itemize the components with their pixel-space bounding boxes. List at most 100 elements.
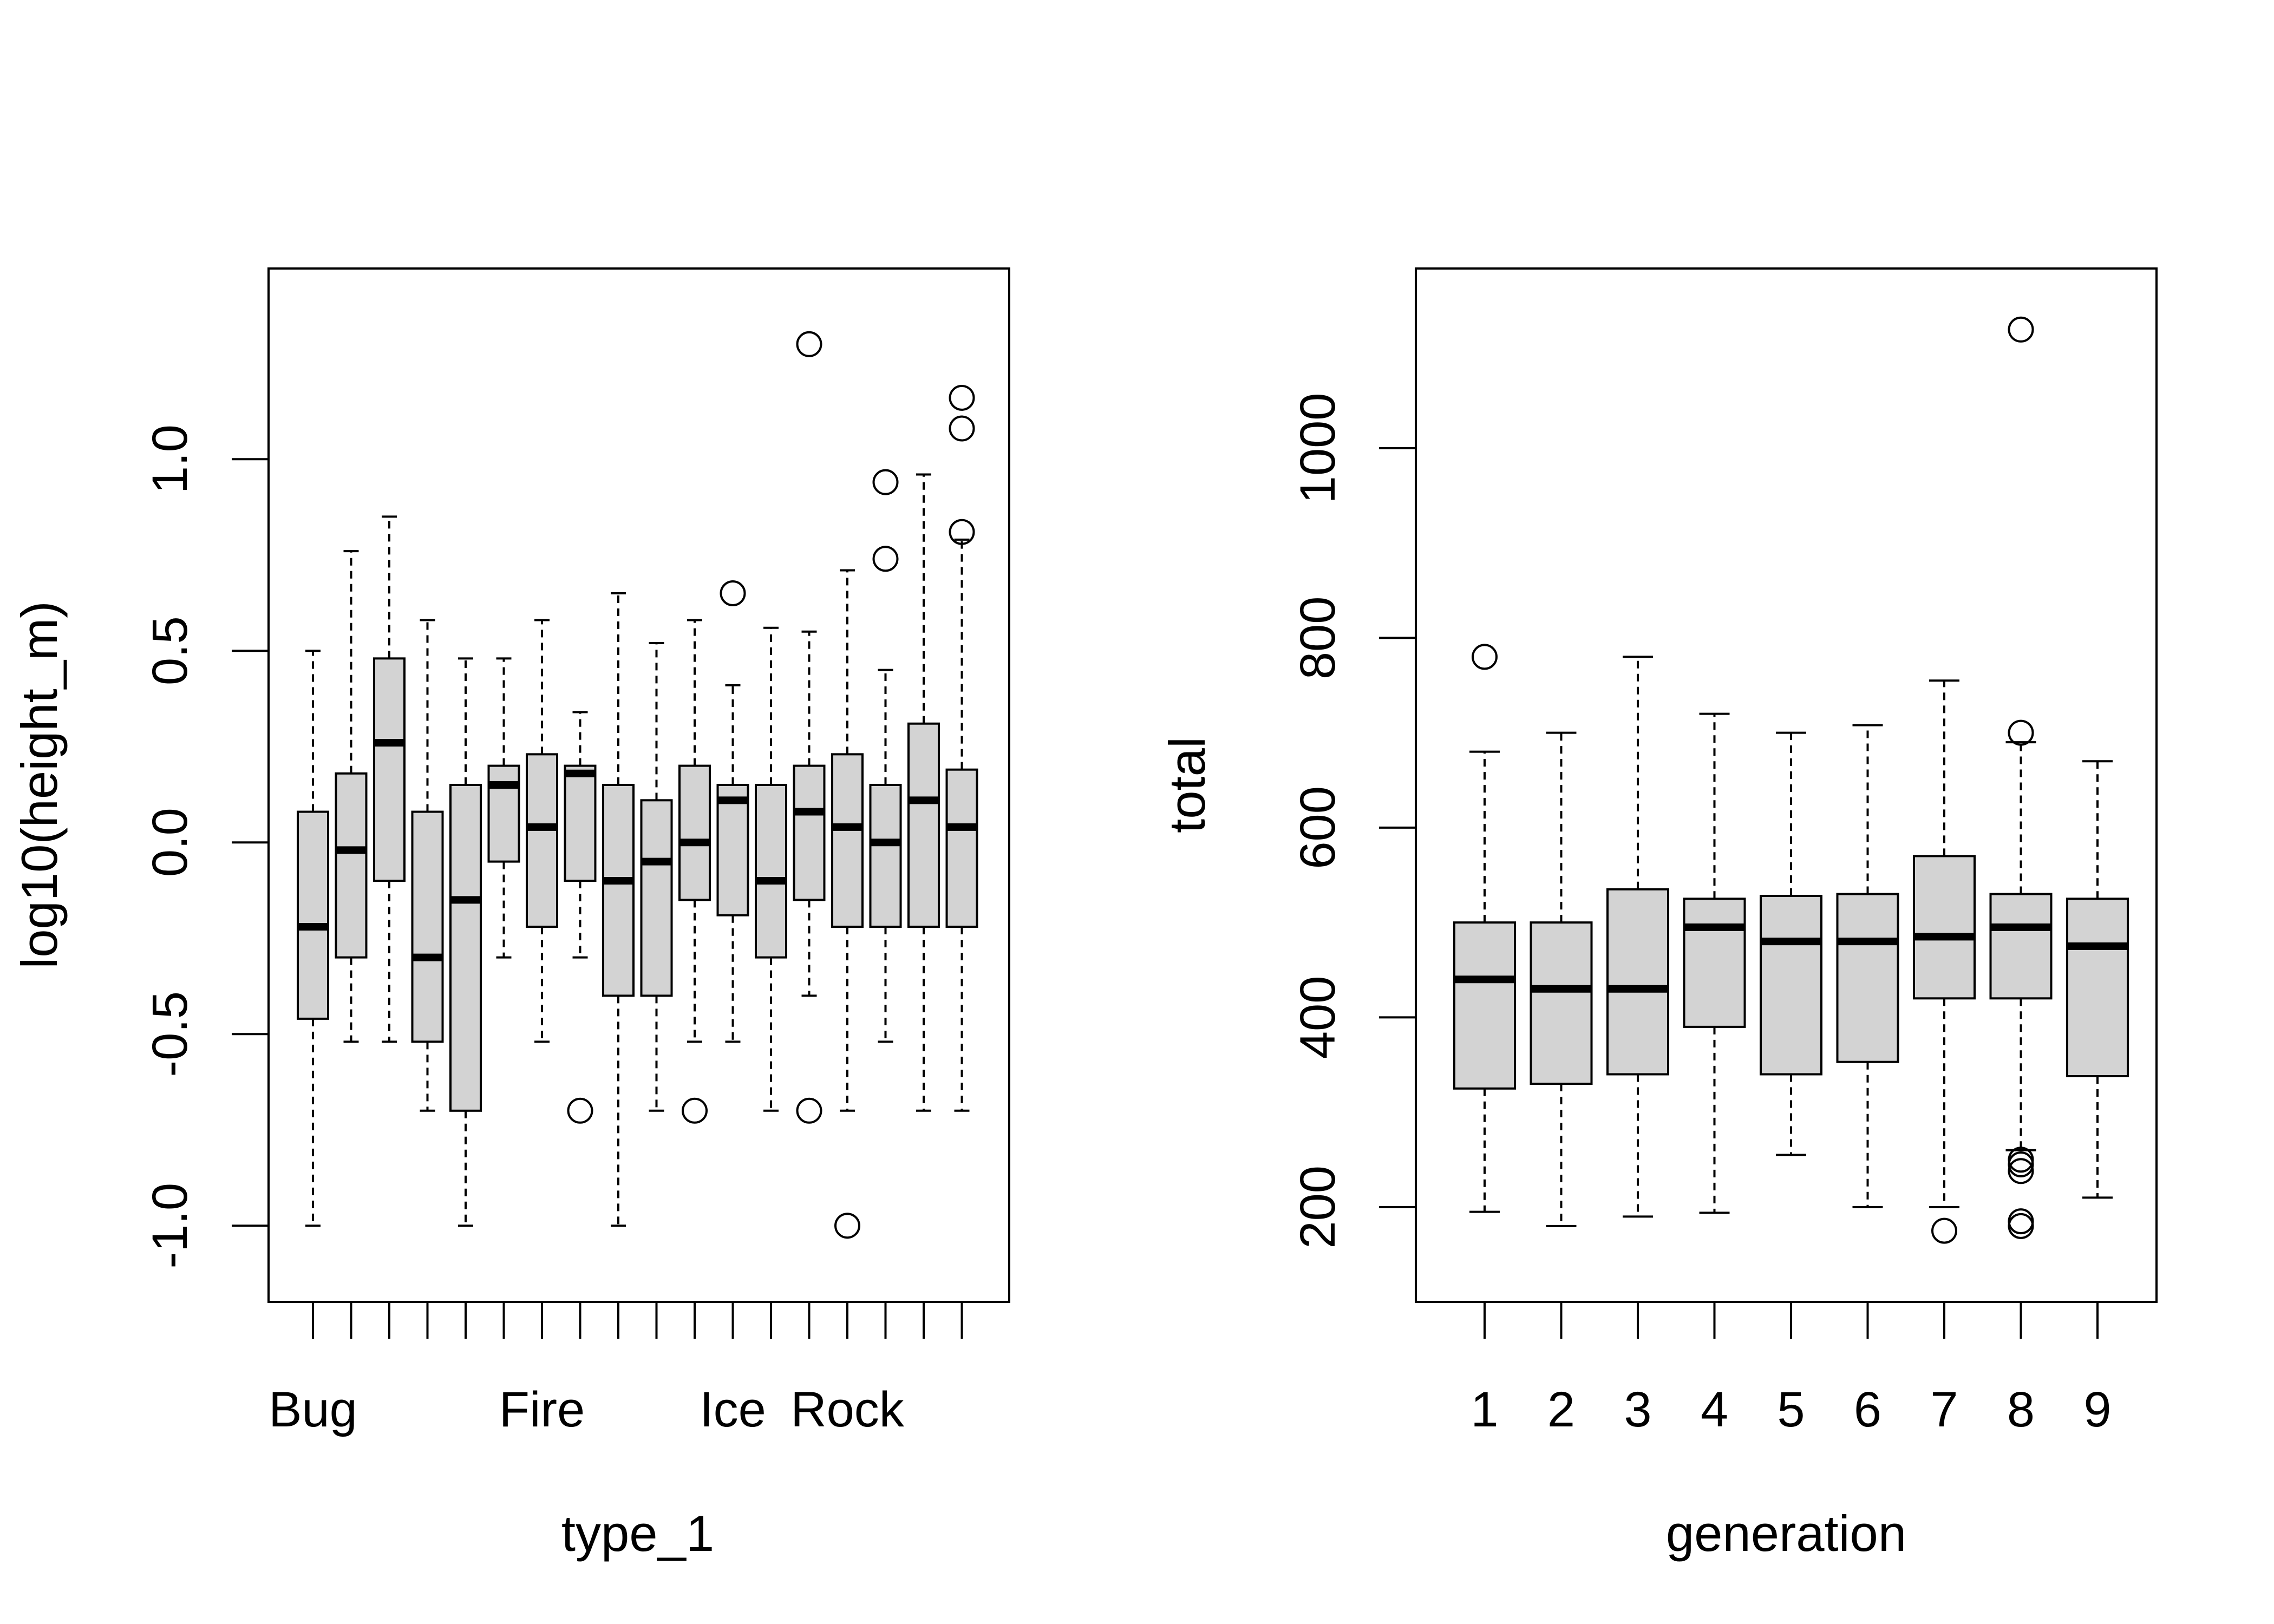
x-tick-label: 7 — [1930, 1382, 1958, 1437]
y-tick-label: 800 — [1290, 597, 1345, 680]
left-box-18-outlier-3 — [949, 519, 975, 545]
x-tick-label: Ice — [700, 1382, 766, 1437]
left-box-16-outlier-2 — [872, 546, 899, 572]
left-box-2-iqr-box — [335, 772, 368, 959]
x-tick-label: 6 — [1854, 1382, 1881, 1437]
left-box-15 — [831, 569, 864, 1239]
left-box-10-iqr-box — [640, 799, 673, 997]
right-box-7-outlier-1 — [1931, 1217, 1957, 1244]
left-box-12-outlier-1 — [720, 580, 746, 606]
right-box-1-iqr-box — [1453, 921, 1516, 1090]
right-box-1 — [1453, 644, 1516, 1213]
right-box-8-outlier-5 — [2008, 1158, 2034, 1184]
x-tick-label: 9 — [2083, 1382, 2111, 1437]
left-x-axis: Bug Fire Ice Rock — [269, 1301, 963, 1437]
left-y-axis: -1.0 -0.5 0.0 0.5 1.0 — [142, 424, 270, 1269]
left-box-18-iqr-box — [945, 768, 978, 928]
left-box-15-outlier-1 — [834, 1213, 860, 1239]
right-box-8-outlier-1 — [2008, 316, 2034, 343]
left-box-11-iqr-box — [678, 764, 711, 901]
right-box-8-outlier-2 — [2008, 719, 2034, 746]
right-box-1-outlier-1 — [1472, 644, 1498, 670]
left-boxplot-panel: -1.0-0.50.00.51.0 Bug Fire Ice Rock type_1 … — [11, 267, 1010, 1562]
left-box-2 — [335, 550, 368, 1043]
right-box-5 — [1760, 731, 1822, 1156]
right-x-axis-title: generation — [1666, 1505, 1906, 1562]
right-box-8-iqr-box — [1989, 893, 2053, 1000]
right-y-axis: 200 400 600 800 1000 — [1290, 393, 1417, 1249]
right-box-8-outlier-7 — [2008, 1213, 2034, 1239]
y-tick-label: 0.0 — [142, 808, 198, 877]
left-box-16 — [869, 469, 902, 1043]
x-tick-label: Rock — [790, 1382, 905, 1437]
left-box-14 — [793, 331, 826, 1124]
left-box-8 — [564, 711, 597, 1124]
right-box-3-iqr-box — [1606, 888, 1669, 1076]
right-boxplot-marks — [1453, 316, 2129, 1244]
left-box-18-outlier-1 — [949, 384, 975, 411]
left-box-14-iqr-box — [793, 764, 826, 901]
left-box-7 — [526, 619, 558, 1043]
left-box-8-iqr-box — [564, 764, 597, 882]
y-tick-label: 400 — [1290, 976, 1345, 1059]
left-box-8-outlier-1 — [567, 1097, 593, 1124]
left-box-14-outlier-1 — [796, 331, 822, 357]
right-box-8 — [1989, 316, 2053, 1239]
left-box-7-iqr-box — [526, 753, 558, 928]
y-tick-label: 600 — [1290, 786, 1345, 869]
left-box-5 — [449, 657, 482, 1227]
left-box-13-iqr-box — [755, 784, 787, 959]
x-tick-label: 2 — [1547, 1382, 1575, 1437]
left-box-1-iqr-box — [297, 810, 329, 1020]
left-box-17 — [907, 473, 940, 1112]
right-box-4-iqr-box — [1683, 898, 1746, 1028]
left-box-14-outlier-2 — [796, 1097, 822, 1124]
left-box-3-iqr-box — [373, 657, 406, 882]
right-box-9-iqr-box — [2066, 898, 2129, 1078]
left-box-4-iqr-box — [411, 810, 444, 1043]
right-y-axis-title: total — [1159, 737, 1216, 833]
left-box-9-iqr-box — [602, 784, 635, 997]
y-tick-label: 1000 — [1290, 393, 1345, 504]
left-box-12 — [716, 580, 749, 1043]
y-tick-label: -1.0 — [142, 1183, 198, 1269]
right-box-3 — [1606, 656, 1669, 1218]
left-box-10 — [640, 642, 673, 1112]
left-box-9 — [602, 592, 635, 1227]
right-box-7 — [1913, 679, 1976, 1244]
right-box-6 — [1836, 724, 1899, 1208]
x-tick-label: 4 — [1701, 1382, 1728, 1437]
right-box-7-iqr-box — [1913, 855, 1976, 1000]
y-tick-label: 200 — [1290, 1165, 1345, 1249]
left-box-5-iqr-box — [449, 784, 482, 1112]
left-y-axis-title: log10(height_m) — [11, 601, 68, 968]
left-box-11 — [678, 619, 711, 1124]
x-tick-label: 5 — [1777, 1382, 1805, 1437]
y-tick-label: 0.5 — [142, 616, 198, 685]
left-box-13 — [755, 626, 787, 1112]
left-box-16-iqr-box — [869, 784, 902, 928]
right-box-4 — [1683, 712, 1746, 1214]
x-tick-label: Bug — [269, 1382, 357, 1437]
left-box-12-iqr-box — [716, 784, 749, 916]
left-box-16-outlier-1 — [872, 469, 899, 495]
right-box-2 — [1530, 731, 1593, 1227]
x-tick-label: Fire — [499, 1382, 585, 1437]
right-box-5-iqr-box — [1760, 895, 1822, 1076]
left-box-6 — [487, 657, 520, 959]
right-box-2-iqr-box — [1530, 921, 1593, 1085]
left-box-15-iqr-box — [831, 753, 864, 928]
left-x-axis-title: type_1 — [561, 1505, 714, 1562]
left-box-1 — [297, 650, 329, 1227]
x-tick-label: 8 — [2007, 1382, 2035, 1437]
y-tick-label: -0.5 — [142, 991, 198, 1077]
right-box-6-iqr-box — [1836, 893, 1899, 1063]
left-box-6-iqr-box — [487, 764, 520, 863]
left-box-4 — [411, 619, 444, 1112]
x-tick-label: 3 — [1624, 1382, 1651, 1437]
y-tick-label: 1.0 — [142, 424, 198, 494]
left-box-18 — [945, 384, 978, 1112]
